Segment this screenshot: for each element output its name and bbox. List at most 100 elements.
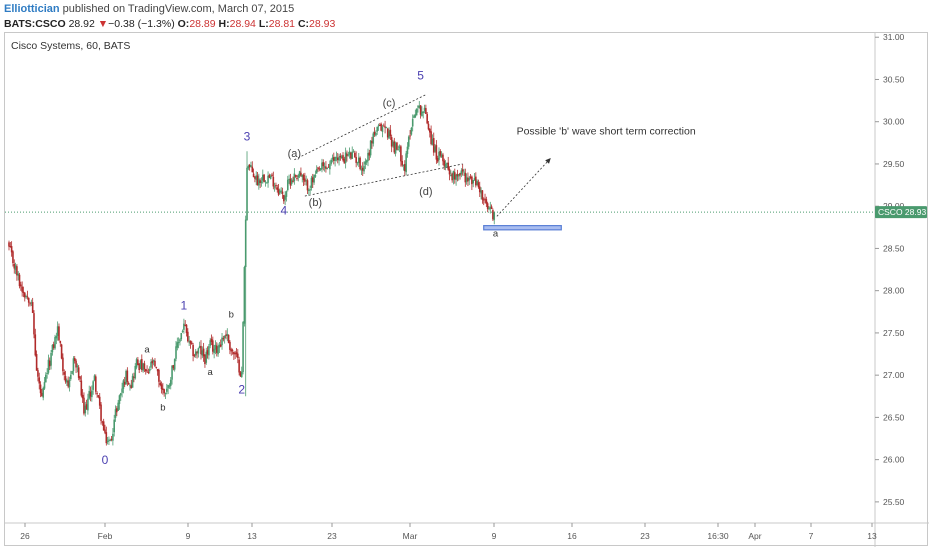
candle-body [158, 369, 160, 382]
candle-body [277, 189, 280, 195]
candle-body [360, 169, 363, 171]
candle-body [481, 190, 484, 200]
wave-label: b [229, 310, 234, 321]
candle-body [177, 342, 180, 344]
candle-body [235, 352, 238, 355]
wave-label: 0 [102, 453, 109, 467]
candle-body [327, 166, 330, 168]
candle-body [265, 182, 268, 184]
candle-body [148, 369, 151, 372]
candle-body [20, 284, 22, 287]
candle-body [62, 357, 64, 372]
candle-body [152, 360, 155, 362]
price-tick-label: 28.50 [883, 243, 905, 253]
candle-body [289, 178, 292, 186]
candle-body [382, 125, 385, 127]
candle-body [134, 365, 137, 379]
author-link[interactable]: Elliottician [4, 3, 60, 15]
candle-body [104, 429, 106, 433]
candle-body [342, 155, 344, 161]
candle-body [285, 191, 288, 197]
candle-body [492, 210, 494, 220]
candle-body [38, 377, 41, 384]
candle-body [471, 176, 473, 185]
candle-body [321, 162, 323, 170]
candle-body [73, 358, 76, 361]
price-axis[interactable]: 31.0030.5030.0029.5029.0028.5028.0027.50… [875, 33, 905, 507]
time-axis[interactable]: 26 Feb 9 13 23 Mar 9 16 23 16:30 Apr 7 13 [20, 523, 877, 541]
time-tick-label: Apr [748, 531, 761, 541]
candle-body [194, 351, 197, 356]
candle-body [446, 163, 448, 165]
candle-body [133, 376, 135, 378]
candle-body [275, 184, 277, 187]
candle-body [438, 151, 440, 160]
candle-body [26, 296, 29, 298]
candle-body [453, 172, 456, 180]
candle-body [200, 345, 202, 355]
candle-body [296, 178, 298, 180]
candle-body [102, 421, 105, 431]
candle-body [401, 160, 403, 166]
candle-body [350, 152, 352, 159]
candle-body [252, 173, 255, 178]
candle-body [31, 302, 34, 313]
candle-body [72, 358, 75, 372]
candle-body [192, 344, 194, 356]
candle-body [144, 369, 147, 372]
candle-body [138, 363, 140, 370]
candle-body [359, 157, 361, 169]
candle-body [477, 182, 480, 188]
candle-body [336, 157, 339, 161]
candle-body [223, 335, 226, 339]
candle-body [247, 166, 250, 169]
candle-body [56, 326, 59, 336]
candle-body [339, 155, 342, 158]
candle-body [318, 168, 321, 170]
time-tick-label: 9 [492, 531, 497, 541]
candle-body [246, 167, 248, 221]
price-tick-label: 26.50 [883, 412, 905, 422]
candle-body [411, 118, 414, 127]
candle-body [369, 140, 372, 156]
candle-body [112, 433, 114, 441]
candle-body [126, 370, 129, 383]
candle-body [17, 273, 20, 276]
chart-frame[interactable]: 31.0030.5030.0029.5029.0028.5028.0027.50… [4, 32, 929, 547]
candle-body [367, 152, 369, 161]
candle-body [219, 344, 222, 347]
candle-body [315, 168, 318, 174]
candle-body [298, 171, 301, 177]
candle-body [357, 157, 360, 163]
low-value: 28.81 [268, 18, 296, 30]
price-tick-label: 25.50 [883, 497, 905, 507]
candle-body [218, 345, 221, 348]
candle-body [459, 173, 461, 176]
time-tick-label: 13 [247, 531, 257, 541]
candle-body [380, 123, 382, 131]
candle-body [147, 371, 150, 373]
candle-body [463, 171, 465, 173]
candle-body [313, 175, 315, 183]
candle-body [355, 157, 357, 163]
candle-body [284, 195, 286, 200]
candle-body [302, 174, 305, 181]
price-badge: CSCO 28.93 [875, 206, 927, 219]
candle-body [340, 156, 343, 159]
candle-body [346, 153, 348, 157]
candle-body [59, 340, 62, 344]
price-chart[interactable]: 31.0030.5030.0029.5029.0028.5028.0027.50… [5, 33, 929, 547]
candle-body [202, 348, 205, 357]
candle-body [480, 190, 482, 194]
candle-body [66, 379, 68, 383]
candle-body [493, 212, 496, 220]
candle-body [183, 323, 185, 330]
candle-body [260, 181, 263, 183]
candle-body [201, 350, 204, 356]
candle-body [294, 175, 297, 177]
candle-body [319, 168, 322, 170]
candle-body [442, 154, 444, 162]
candle-body [33, 313, 35, 335]
candle-body [125, 370, 127, 385]
candle-body [310, 177, 313, 188]
